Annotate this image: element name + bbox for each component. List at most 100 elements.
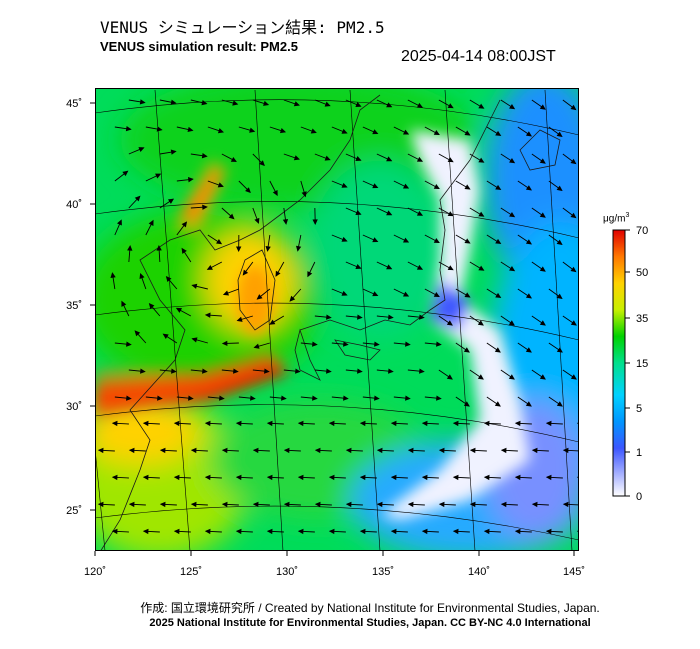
wind-arrow-head bbox=[236, 246, 242, 253]
wind-arrow-head bbox=[297, 474, 304, 481]
wind-arrow-head bbox=[407, 447, 414, 454]
wind-arrow-head bbox=[514, 474, 521, 481]
wind-arrow-head bbox=[390, 420, 397, 427]
wind-arrow-head bbox=[495, 292, 502, 299]
wind-arrow-head bbox=[217, 182, 224, 188]
wind-arrow-head bbox=[191, 283, 198, 289]
wind-arrow-head bbox=[202, 204, 208, 210]
wind-arrow-head bbox=[419, 368, 425, 374]
wind-arrow-head bbox=[221, 340, 228, 347]
wind-arrow-head bbox=[221, 501, 228, 508]
wind-arrow-head bbox=[386, 264, 393, 270]
wind-arrow-head bbox=[419, 314, 425, 320]
wind-arrow-head bbox=[416, 264, 424, 270]
wind-arrow-head bbox=[403, 129, 410, 135]
wind-arrow-head bbox=[539, 320, 546, 326]
wind-arrow-head bbox=[328, 420, 335, 427]
wind-arrow-head bbox=[570, 158, 577, 165]
wind-arrow-head bbox=[171, 368, 177, 374]
wind-arrow-head bbox=[187, 177, 194, 183]
wind-arrow-shaft bbox=[580, 235, 593, 245]
wind-arrow-head bbox=[252, 501, 259, 508]
wind-arrow-head bbox=[463, 401, 470, 407]
wind-arrow-head bbox=[436, 341, 442, 347]
wind-arrow-head bbox=[324, 101, 331, 107]
wind-arrow-head bbox=[514, 528, 521, 535]
wind-arrow-head bbox=[452, 528, 459, 535]
colorbar-unit-base: μg/m bbox=[603, 213, 626, 225]
wind-arrow-head bbox=[514, 420, 521, 427]
wind-arrow-head bbox=[556, 185, 563, 191]
colorbar-unit: μg/m3 bbox=[603, 212, 629, 224]
wind-arrow-head bbox=[312, 341, 318, 347]
wind-arrow-head bbox=[111, 420, 118, 427]
wind-arrow-head bbox=[312, 395, 318, 401]
wind-arrow-head bbox=[250, 395, 256, 401]
wind-arrow-head bbox=[464, 292, 471, 298]
wind-arrow-head bbox=[376, 501, 383, 508]
wind-arrow-head bbox=[219, 395, 225, 401]
wind-arrow-head bbox=[464, 184, 471, 190]
wind-arrow-head bbox=[570, 104, 577, 111]
wind-arrow-head bbox=[328, 474, 335, 481]
wind-arrow-head bbox=[126, 341, 132, 347]
wind-arrow-head bbox=[405, 341, 411, 347]
wind-arrow-head bbox=[545, 474, 552, 481]
wind-arrow-head bbox=[562, 447, 569, 454]
map-frame bbox=[95, 88, 579, 551]
wind-arrow-head bbox=[374, 395, 380, 401]
wind-arrow-head bbox=[525, 401, 532, 407]
wind-arrow-head bbox=[372, 291, 379, 297]
wind-arrow-head bbox=[602, 268, 606, 272]
colorbar-label: 5 bbox=[636, 403, 642, 415]
wind-arrow-head bbox=[359, 474, 366, 481]
latitude-labels: 45˚ 40˚ 35˚ 30˚ 25˚ bbox=[66, 98, 82, 517]
wind-arrow-head bbox=[235, 474, 242, 481]
colorbar-label: 15 bbox=[636, 358, 648, 370]
wind-arrow-head bbox=[283, 501, 290, 508]
wind-arrow-head bbox=[469, 501, 476, 508]
wind-arrow-head bbox=[283, 447, 290, 454]
wind-arrow-head bbox=[228, 213, 235, 220]
wind-arrow-head bbox=[307, 271, 313, 278]
wind-arrow-head bbox=[142, 474, 149, 481]
wind-arrow-head bbox=[589, 348, 593, 352]
wind-arrow-head bbox=[310, 128, 317, 134]
wind-arrow-head bbox=[254, 217, 260, 224]
wind-arrow-head bbox=[374, 341, 380, 347]
wind-arrow-head bbox=[602, 160, 606, 164]
wind-arrow-head bbox=[272, 189, 278, 197]
wind-arrow-head bbox=[355, 264, 362, 269]
wind-arrow-head bbox=[326, 314, 332, 320]
wind-arrow-head bbox=[127, 245, 133, 251]
wind-arrow-head bbox=[170, 149, 177, 155]
lat-tick-label: 25˚ bbox=[66, 505, 82, 517]
wind-arrow-head bbox=[97, 447, 104, 454]
wind-arrow-head bbox=[500, 501, 507, 508]
wind-arrow-head bbox=[355, 210, 362, 215]
wind-arrow-head bbox=[447, 157, 454, 163]
wind-arrow-head bbox=[372, 237, 379, 243]
wind-arrow-head bbox=[539, 266, 546, 272]
colorbar-label: 1 bbox=[636, 447, 642, 459]
wind-arrow-head bbox=[355, 156, 362, 161]
wind-arrow-head bbox=[463, 347, 470, 353]
wind-arrow-head bbox=[477, 320, 484, 326]
wind-arrow-head bbox=[201, 100, 208, 106]
axis-ticks bbox=[90, 102, 575, 556]
wind-arrow-head bbox=[111, 528, 118, 535]
wind-arrow-head bbox=[343, 341, 349, 347]
wind-arrow-head bbox=[495, 238, 502, 245]
wind-arrow-head bbox=[97, 501, 104, 508]
wind-arrow-head bbox=[556, 347, 563, 353]
wind-arrow-head bbox=[259, 160, 265, 167]
wind-arrow-head bbox=[495, 184, 502, 191]
lon-tick-label: 125˚ bbox=[180, 566, 202, 578]
wind-arrow-head bbox=[602, 106, 606, 110]
wind-arrow-head bbox=[421, 474, 428, 481]
wind-arrow-head bbox=[289, 295, 296, 302]
wind-arrow-head bbox=[282, 219, 289, 225]
wind-arrow-head bbox=[111, 474, 118, 481]
wind-arrow-head bbox=[122, 170, 129, 177]
